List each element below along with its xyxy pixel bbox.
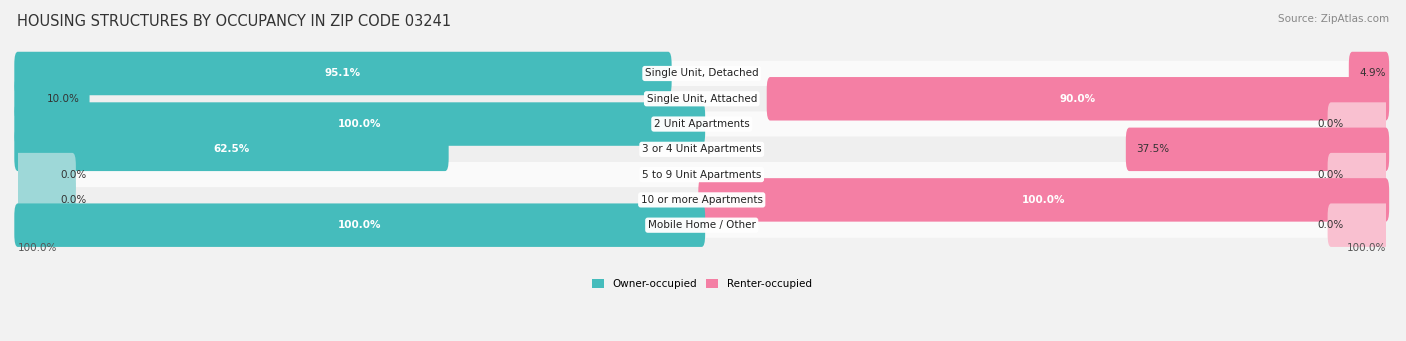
Text: HOUSING STRUCTURES BY OCCUPANCY IN ZIP CODE 03241: HOUSING STRUCTURES BY OCCUPANCY IN ZIP C…	[17, 14, 451, 29]
Text: Single Unit, Detached: Single Unit, Detached	[645, 69, 759, 78]
Text: 3 or 4 Unit Apartments: 3 or 4 Unit Apartments	[643, 144, 762, 154]
FancyBboxPatch shape	[14, 178, 76, 222]
Text: 100.0%: 100.0%	[1022, 195, 1066, 205]
Text: 37.5%: 37.5%	[1136, 144, 1170, 154]
FancyBboxPatch shape	[18, 61, 1386, 86]
FancyBboxPatch shape	[1327, 204, 1389, 247]
Text: 95.1%: 95.1%	[325, 69, 361, 78]
FancyBboxPatch shape	[18, 112, 1386, 137]
Text: 4.9%: 4.9%	[1360, 69, 1385, 78]
Text: 0.0%: 0.0%	[1317, 119, 1344, 129]
FancyBboxPatch shape	[1327, 102, 1389, 146]
FancyBboxPatch shape	[18, 212, 1386, 238]
Text: Mobile Home / Other: Mobile Home / Other	[648, 220, 755, 230]
FancyBboxPatch shape	[14, 128, 449, 171]
FancyBboxPatch shape	[14, 153, 76, 196]
FancyBboxPatch shape	[766, 77, 1389, 120]
Text: 10 or more Apartments: 10 or more Apartments	[641, 195, 762, 205]
FancyBboxPatch shape	[14, 102, 706, 146]
Text: 100.0%: 100.0%	[337, 119, 381, 129]
Text: 100.0%: 100.0%	[1347, 243, 1386, 253]
Text: 0.0%: 0.0%	[60, 169, 86, 180]
Text: 0.0%: 0.0%	[1317, 220, 1344, 230]
Text: Single Unit, Attached: Single Unit, Attached	[647, 94, 756, 104]
FancyBboxPatch shape	[18, 86, 1386, 112]
FancyBboxPatch shape	[1126, 128, 1389, 171]
FancyBboxPatch shape	[14, 77, 90, 120]
Text: 62.5%: 62.5%	[214, 144, 250, 154]
FancyBboxPatch shape	[18, 187, 1386, 212]
FancyBboxPatch shape	[699, 178, 1389, 222]
Text: 0.0%: 0.0%	[60, 195, 86, 205]
Text: 5 to 9 Unit Apartments: 5 to 9 Unit Apartments	[643, 169, 762, 180]
FancyBboxPatch shape	[1327, 153, 1389, 196]
Text: Source: ZipAtlas.com: Source: ZipAtlas.com	[1278, 14, 1389, 24]
Text: 100.0%: 100.0%	[18, 243, 58, 253]
Text: 0.0%: 0.0%	[1317, 169, 1344, 180]
Text: 100.0%: 100.0%	[337, 220, 381, 230]
Legend: Owner-occupied, Renter-occupied: Owner-occupied, Renter-occupied	[588, 275, 815, 293]
FancyBboxPatch shape	[14, 204, 706, 247]
FancyBboxPatch shape	[18, 137, 1386, 162]
FancyBboxPatch shape	[1348, 52, 1389, 95]
Text: 2 Unit Apartments: 2 Unit Apartments	[654, 119, 749, 129]
FancyBboxPatch shape	[14, 52, 672, 95]
Text: 10.0%: 10.0%	[46, 94, 79, 104]
Text: 90.0%: 90.0%	[1060, 94, 1097, 104]
FancyBboxPatch shape	[18, 162, 1386, 187]
